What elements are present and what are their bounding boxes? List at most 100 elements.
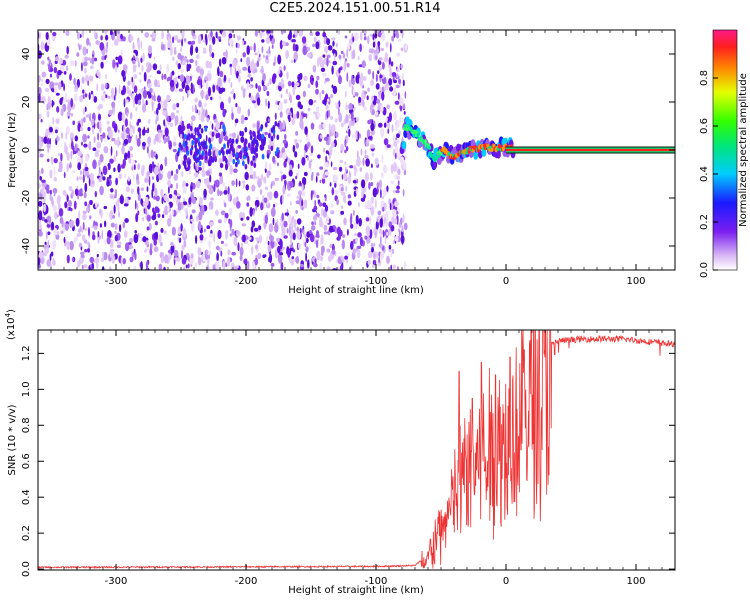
noise-speckle: [385, 117, 388, 122]
noise-speckle: [181, 30, 185, 40]
noise-speckle: [311, 80, 314, 85]
noise-speckle: [163, 266, 166, 270]
noise-speckle: [175, 168, 179, 175]
noise-speckle: [362, 85, 364, 89]
noise-speckle: [218, 95, 222, 101]
noise-speckle: [330, 210, 335, 215]
noise-speckle: [100, 209, 103, 219]
noise-speckle: [290, 107, 293, 113]
noise-speckle: [218, 172, 223, 177]
noise-cluster: [270, 145, 274, 152]
noise-speckle: [91, 118, 95, 126]
noise-speckle: [343, 172, 348, 181]
noise-speckle: [101, 55, 106, 61]
noise-speckle: [254, 30, 258, 37]
noise-speckle: [153, 56, 156, 61]
noise-speckle: [331, 84, 334, 89]
noise-cluster: [189, 125, 193, 132]
noise-cluster: [192, 153, 196, 160]
noise-speckle: [66, 152, 69, 158]
noise-speckle: [50, 73, 52, 78]
noise-speckle: [158, 233, 162, 244]
noise-speckle: [352, 133, 355, 139]
noise-speckle: [378, 122, 383, 128]
signal-halo: [473, 151, 479, 160]
noise-speckle: [91, 127, 95, 135]
noise-speckle: [172, 56, 175, 61]
noise-speckle: [109, 239, 114, 249]
noise-speckle: [290, 238, 292, 245]
noise-speckle: [367, 259, 371, 266]
noise-speckle: [58, 208, 64, 217]
noise-speckle: [280, 175, 283, 182]
noise-speckle: [268, 191, 273, 201]
noise-speckle: [397, 180, 400, 186]
noise-speckle: [112, 59, 116, 69]
noise-speckle: [341, 205, 343, 209]
noise-speckle: [343, 53, 345, 59]
noise-cluster: [223, 155, 227, 162]
noise-speckle: [110, 87, 115, 95]
noise-speckle: [80, 170, 82, 175]
noise-speckle: [196, 164, 199, 172]
noise-speckle: [372, 70, 375, 80]
noise-speckle: [400, 47, 404, 52]
noise-cluster: [208, 138, 212, 144]
noise-speckle: [144, 249, 148, 253]
noise-speckle: [180, 115, 183, 121]
noise-speckle: [53, 158, 58, 164]
noise-speckle: [402, 159, 406, 170]
noise-speckle: [375, 74, 378, 82]
noise-speckle: [52, 31, 57, 37]
noise-speckle: [171, 209, 174, 216]
noise-speckle: [222, 30, 227, 38]
noise-speckle: [107, 95, 111, 99]
noise-speckle: [105, 82, 108, 89]
noise-speckle: [289, 200, 292, 206]
noise-speckle: [280, 93, 283, 99]
noise-speckle: [365, 217, 370, 222]
noise-speckle: [142, 89, 148, 99]
noise-speckle: [82, 133, 87, 143]
noise-speckle: [367, 35, 370, 45]
noise-speckle: [267, 82, 270, 87]
noise-cluster: [198, 123, 202, 130]
noise-cluster: [249, 134, 253, 141]
noise-speckle: [155, 195, 160, 202]
noise-speckle: [45, 231, 48, 240]
noise-speckle: [340, 150, 343, 154]
noise-cluster: [266, 153, 270, 159]
noise-speckle: [118, 211, 120, 218]
noise-speckle: [359, 31, 363, 41]
noise-speckle: [155, 153, 158, 160]
noise-speckle: [344, 255, 348, 260]
noise-speckle: [323, 80, 327, 84]
colorbar-ticks: 0.00.20.40.60.8: [699, 70, 718, 278]
noise-speckle: [342, 234, 346, 238]
noise-speckle: [340, 187, 344, 192]
noise-speckle: [242, 182, 245, 189]
noise-speckle: [177, 62, 181, 70]
noise-speckle: [348, 120, 352, 129]
noise-speckle: [336, 42, 338, 48]
noise-speckle: [247, 81, 249, 90]
noise-speckle: [41, 179, 46, 183]
noise-speckle: [174, 89, 178, 93]
noise-speckle: [182, 147, 187, 153]
noise-speckle: [189, 58, 194, 64]
noise-speckle: [367, 87, 370, 92]
noise-speckle: [146, 171, 150, 176]
noise-speckle: [233, 168, 238, 174]
noise-speckle: [115, 86, 117, 97]
noise-speckle: [374, 157, 379, 166]
noise-speckle: [316, 194, 320, 199]
noise-speckle: [348, 128, 351, 138]
noise-speckle: [88, 242, 91, 250]
noise-speckle: [208, 205, 211, 210]
noise-speckle: [377, 31, 382, 38]
noise-cluster: [231, 138, 235, 144]
noise-speckle: [50, 251, 54, 257]
noise-speckle: [246, 202, 250, 207]
noise-speckle: [270, 207, 276, 218]
